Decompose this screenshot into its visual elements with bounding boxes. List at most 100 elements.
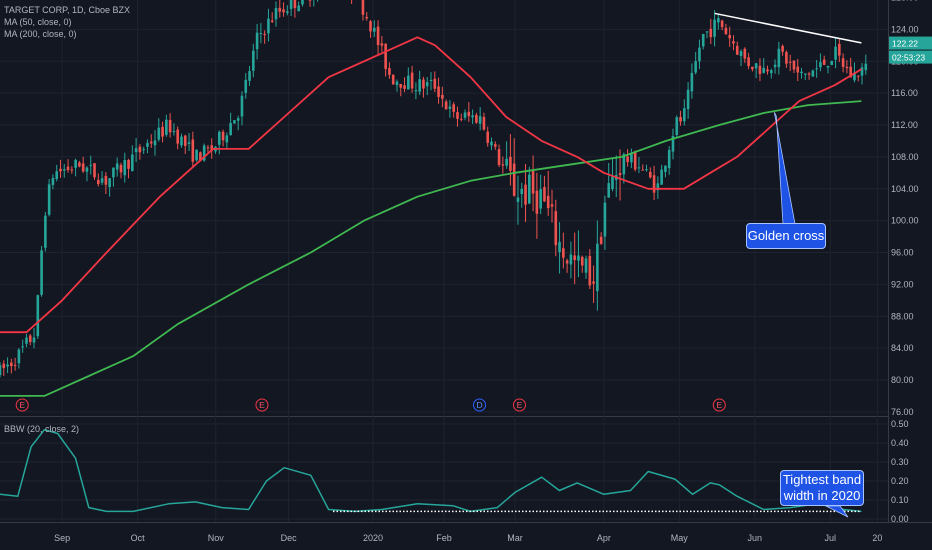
candle-body [259, 33, 263, 35]
candle-body [195, 149, 198, 161]
event-marker [473, 398, 487, 412]
candle-body [240, 95, 244, 117]
time-tick-label: May [671, 533, 689, 543]
candle-body [656, 183, 660, 191]
candle-body [414, 90, 418, 92]
candle-body [391, 74, 395, 85]
last-price-text: 122.22 [892, 39, 918, 49]
candle-body [165, 119, 168, 135]
candle-body [448, 106, 452, 109]
candle-body [698, 47, 701, 62]
price-tick-label: 108.00 [891, 152, 919, 162]
ma200-line [0, 100, 862, 397]
candle-body [233, 120, 236, 124]
candle-body [811, 70, 815, 77]
candle-body [308, 0, 312, 1]
candle-body [543, 187, 546, 202]
candle-body [607, 183, 611, 198]
candle-body [229, 123, 232, 136]
candle-body [683, 108, 686, 122]
candle-body [187, 142, 191, 144]
candle-body [149, 141, 153, 144]
candle-body [131, 154, 134, 172]
candle-body [675, 117, 679, 135]
candle-body [376, 26, 380, 46]
candle-body [648, 171, 652, 178]
candle-body [539, 189, 542, 209]
candle-body [89, 164, 93, 166]
candle-body [475, 114, 478, 123]
candle-body [497, 149, 501, 166]
candle-body [456, 112, 459, 119]
candle-body [800, 71, 803, 74]
candle-body [104, 175, 108, 185]
candle-body [516, 197, 520, 202]
candle-body [641, 169, 645, 171]
bbw-tick-label: 0.40 [891, 438, 909, 448]
candle-body [112, 167, 115, 178]
golden-cross-label: Golden cross [747, 228, 825, 243]
time-tick-label: Sep [54, 533, 70, 543]
candle-body [459, 118, 463, 120]
candle-body [705, 31, 709, 33]
candle-body [221, 131, 225, 141]
candle-body [119, 164, 123, 173]
candle-body [735, 45, 739, 55]
candle-body [804, 73, 807, 75]
candle-body [361, 0, 365, 15]
candle-body [410, 72, 414, 89]
candle-body [509, 156, 512, 171]
candle-body [17, 349, 21, 364]
candle-body [580, 256, 584, 266]
price-tick-label: 104.00 [891, 184, 919, 194]
candle-body [28, 335, 32, 343]
candle-body [418, 79, 421, 92]
candle-body [864, 63, 868, 71]
bbw-tick-label: 0.20 [891, 476, 909, 486]
candle-body [210, 145, 214, 151]
candle-body [569, 254, 573, 265]
candle-body [25, 337, 28, 344]
candle-body [671, 136, 675, 152]
candle-body [62, 169, 66, 171]
price-tick-label: 84.00 [891, 343, 914, 353]
candle-body [199, 152, 202, 162]
price-tick-label: 124.00 [891, 24, 919, 34]
candle-body [856, 75, 860, 77]
time-tick-label: Apr [597, 533, 611, 543]
candle-body [55, 171, 59, 180]
candle-body [860, 67, 864, 76]
candle-body [407, 75, 410, 90]
candle-body [588, 255, 592, 286]
candle-body [40, 250, 43, 295]
candle-body [252, 50, 255, 71]
candle-body [66, 166, 70, 171]
candle-body [452, 104, 455, 112]
candle-body [535, 190, 539, 214]
candle-body [486, 131, 490, 143]
candle-body [645, 169, 648, 171]
candle-body [44, 215, 47, 248]
candle-body [380, 43, 384, 46]
candle-body [728, 35, 731, 39]
candle-body [403, 85, 406, 89]
candle-body [444, 101, 448, 110]
candle-body [815, 68, 818, 70]
candle-body [157, 127, 161, 140]
candle-body [701, 33, 705, 47]
bbw-tick-label: 0.10 [891, 495, 909, 505]
candle-body [180, 136, 183, 146]
candle-body [248, 71, 251, 81]
candle-body [849, 66, 852, 78]
candle-body [482, 116, 486, 130]
candle-body [664, 165, 667, 172]
candle-body [562, 248, 565, 258]
candle-body [206, 147, 210, 149]
candle-body [845, 66, 849, 69]
time-tick-label: Nov [208, 533, 225, 543]
candle-body [505, 158, 508, 166]
event-marker-label: E [517, 400, 523, 410]
candle-body [652, 175, 656, 193]
candle-body [766, 69, 769, 72]
